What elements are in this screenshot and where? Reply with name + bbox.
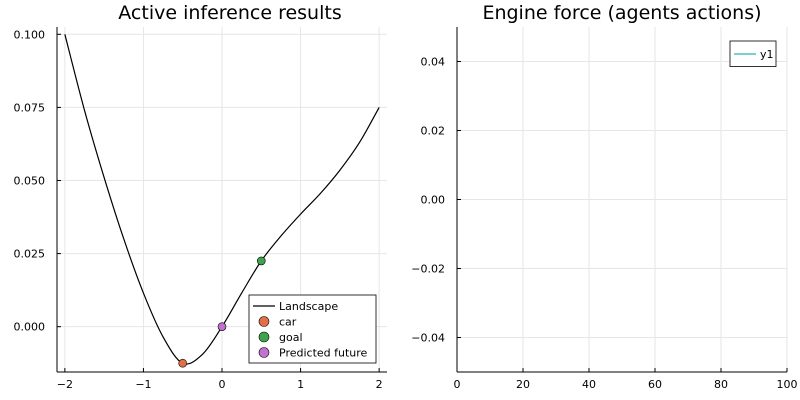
y-tick-label: 0.100	[14, 28, 46, 41]
chart-title: Active inference results	[118, 2, 341, 24]
legend-label: Landscape	[279, 300, 338, 313]
x-tick-label: 0	[454, 378, 461, 391]
x-tick-label: 60	[648, 378, 662, 391]
axes	[456, 27, 788, 373]
x-tick-label: 40	[582, 378, 596, 391]
legend-swatch-marker	[258, 316, 270, 327]
x-tick-label: −1	[135, 378, 151, 391]
legend-label: Predicted future	[279, 347, 368, 360]
y-tick-label: 0.00	[421, 194, 446, 207]
legend-swatch-marker	[258, 331, 270, 343]
x-tick-label: 80	[714, 378, 728, 391]
x-tick-label: 20	[516, 378, 530, 391]
y-tick-label: −0.02	[411, 263, 445, 276]
point-predicted-future	[217, 322, 227, 331]
active-inference-chart: Active inference results −2 −1 0 1 2 0.000 0.0…	[14, 2, 387, 391]
tick-labels: −2 −1 0 1 2 0.000 0.025 0.050 0.075 0.100	[14, 28, 383, 391]
axes	[56, 27, 387, 373]
plot-area	[64, 34, 380, 368]
y-tick-label: 0.04	[421, 56, 446, 69]
x-tick-label: −2	[57, 378, 73, 391]
x-tick-label: 1	[297, 378, 304, 391]
chart-title: Engine force (agents actions)	[482, 2, 761, 24]
legend: y1	[729, 40, 777, 67]
point-car	[178, 358, 188, 368]
y-tick-label: −0.04	[411, 332, 445, 345]
x-tick-label: 0	[219, 378, 226, 391]
legend-label: goal	[279, 331, 303, 344]
y-tick-label: 0.02	[421, 125, 446, 138]
engine-force-chart: Engine force (agents actions) 0 20 40 60 80 1…	[411, 2, 797, 391]
legend-label: y1	[760, 48, 774, 61]
y-tick-label: 0.025	[14, 248, 46, 261]
legend-swatch-marker	[258, 347, 270, 358]
x-tick-label: 100	[777, 378, 798, 391]
y-tick-label: 0.050	[14, 174, 46, 187]
grid	[456, 27, 788, 372]
tick-labels: 0 20 40 60 80 100 −0.04 −0.02 0.00 0.02 0.04	[411, 56, 797, 392]
legend-label: car	[279, 316, 297, 329]
legend: Landscape car goal Predicted future	[248, 294, 377, 364]
y-tick-label: 0.000	[14, 321, 46, 334]
x-tick-label: 2	[376, 378, 383, 391]
y-tick-label: 0.075	[14, 101, 46, 114]
point-goal	[256, 256, 266, 266]
